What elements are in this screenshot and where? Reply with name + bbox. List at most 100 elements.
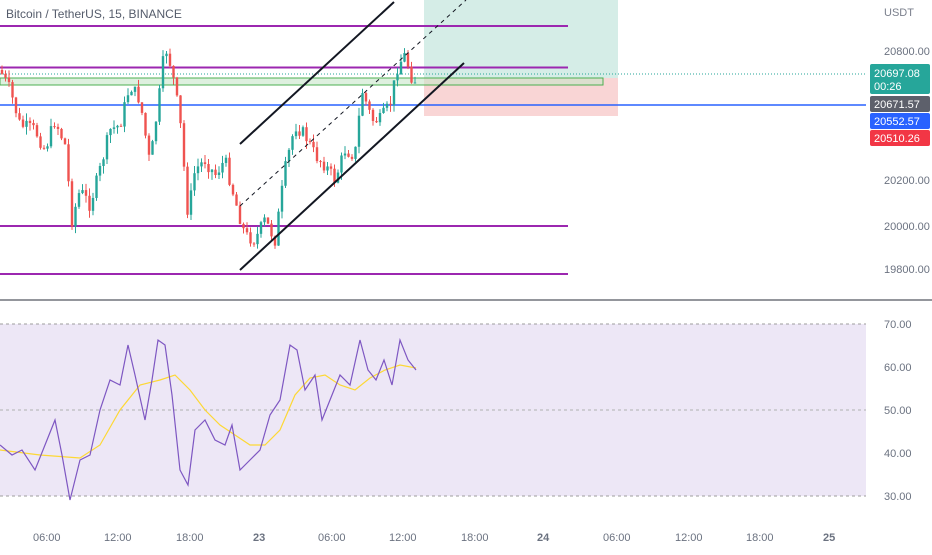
price-tick: 19800.00 <box>884 264 930 276</box>
candle-body <box>7 77 11 83</box>
candle-body <box>392 80 396 105</box>
candle-body <box>256 233 259 245</box>
rsi-tick: 50.00 <box>884 405 912 417</box>
candle-body <box>378 113 382 123</box>
rsi-moving-average-line <box>0 364 417 459</box>
time-tick: 18:00 <box>176 532 204 544</box>
channel-upper-line[interactable] <box>239 1 395 145</box>
candle-body <box>284 161 287 186</box>
blue-price-badge <box>870 113 930 129</box>
candle-body <box>399 61 403 75</box>
candle-body <box>354 146 357 159</box>
candle-body <box>77 193 81 207</box>
candle-body <box>322 161 326 171</box>
time-tick: 06:00 <box>603 532 631 544</box>
candle-body <box>133 86 137 92</box>
time-tick: 18:00 <box>746 532 774 544</box>
time-tick: 25 <box>823 532 835 544</box>
red-price-badge <box>870 130 930 146</box>
candle-countdown: 00:26 <box>874 81 902 93</box>
candle-body <box>35 125 39 137</box>
current-price-value: 20697.08 <box>874 68 920 80</box>
candle-body <box>224 157 228 163</box>
zone-rectangle[interactable] <box>0 77 604 86</box>
candle-body <box>389 103 392 105</box>
candle-body <box>413 82 417 84</box>
grey-price-value: 20671.57 <box>874 99 920 111</box>
candle-body <box>105 135 109 160</box>
candle-body <box>263 217 266 223</box>
candle-body <box>67 144 70 182</box>
candle-body <box>98 166 102 176</box>
candle-body <box>179 95 182 124</box>
candle-body <box>42 147 46 149</box>
candle-body <box>161 56 165 89</box>
time-tick: 06:00 <box>33 532 61 544</box>
long-position-profit-zone[interactable] <box>424 0 618 78</box>
candle-body <box>368 101 371 110</box>
candle-body <box>291 136 294 150</box>
candle-body <box>147 135 151 155</box>
candle-body <box>158 88 161 122</box>
candle-body <box>259 222 263 234</box>
currency-label: USDT <box>884 7 914 19</box>
candle-body <box>140 102 144 113</box>
candle-body <box>102 159 105 167</box>
candle-body <box>84 190 88 196</box>
candle-body <box>396 74 399 81</box>
candle-body <box>312 141 315 148</box>
candle-body <box>406 53 410 67</box>
candle-body <box>14 97 18 114</box>
candle-body <box>347 153 350 157</box>
rsi-line <box>0 337 417 501</box>
candle-body <box>0 70 4 74</box>
candle-body <box>32 123 35 126</box>
rsi-tick: 40.00 <box>884 448 912 460</box>
channel-midline[interactable] <box>239 0 467 207</box>
channel-lower-line[interactable] <box>239 62 465 271</box>
candle-body <box>228 157 231 185</box>
time-tick: 24 <box>537 532 550 544</box>
rsi-tick: 70.00 <box>884 319 912 331</box>
candlestick-series <box>0 48 417 249</box>
candle-body <box>333 168 336 183</box>
candle-body <box>273 236 277 246</box>
current-price-badge <box>870 64 930 94</box>
candle-body <box>172 65 175 78</box>
candle-body <box>249 232 252 244</box>
candle-body <box>28 120 32 124</box>
candle-body <box>217 172 221 176</box>
candle-body <box>238 205 242 224</box>
candle-body <box>308 141 312 143</box>
candle-body <box>207 164 210 173</box>
candle-body <box>25 120 28 127</box>
time-tick: 06:00 <box>318 532 346 544</box>
candle-body <box>266 217 270 224</box>
price-tick: 20000.00 <box>884 221 930 233</box>
candle-body <box>242 223 245 229</box>
candle-body <box>382 107 385 114</box>
candle-body <box>385 103 389 108</box>
candle-body <box>151 141 154 155</box>
blue-price-value: 20552.57 <box>874 116 920 128</box>
candle-body <box>340 155 343 173</box>
candle-body <box>350 156 354 159</box>
candle-body <box>21 119 25 127</box>
candle-body <box>364 93 368 102</box>
candle-body <box>294 131 298 137</box>
candle-body <box>343 153 347 156</box>
candle-body <box>95 175 98 198</box>
candle-body <box>56 126 60 129</box>
candle-body <box>116 125 119 128</box>
candle-body <box>245 228 249 233</box>
candle-body <box>49 126 53 147</box>
rsi-tick: 60.00 <box>884 362 912 374</box>
candle-body <box>182 123 186 167</box>
grey-price-badge <box>870 96 930 112</box>
candle-body <box>361 93 364 116</box>
candle-body <box>298 131 301 136</box>
symbol-title[interactable]: Bitcoin / TetherUS, 15, BINANCE <box>6 7 182 21</box>
candle-body <box>112 127 116 129</box>
